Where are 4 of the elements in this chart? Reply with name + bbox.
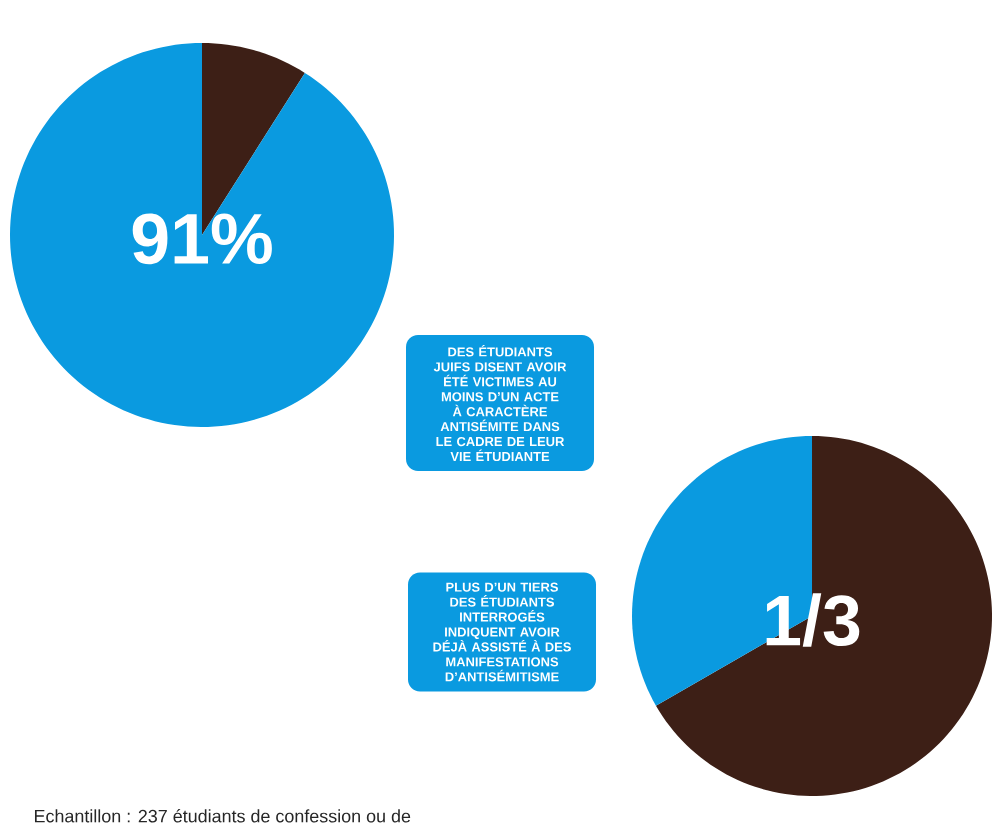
text: Echantillon : 237 étudiants de confession ou de (34, 809, 411, 823)
data-label: 91% (132, 213, 272, 265)
text: DES ÉTUDIANTS JUIFS DISENT AVOIR ÉTÉ VICTIMES AU MOINS D’UN ACTE À CARACTÈRE ANTISÉMITE DANS LE CADRE DE LEUR VIE ÉTUDIANTE (433, 344, 567, 462)
text: PLUS D’UN TIERS DES ÉTUDIANTS INTERROGÉS INDIQUENT AVOIR DÉJÀ ASSISTÉ À DES MANIFESTATIONS D’ANTISÉMITISME (433, 582, 571, 682)
